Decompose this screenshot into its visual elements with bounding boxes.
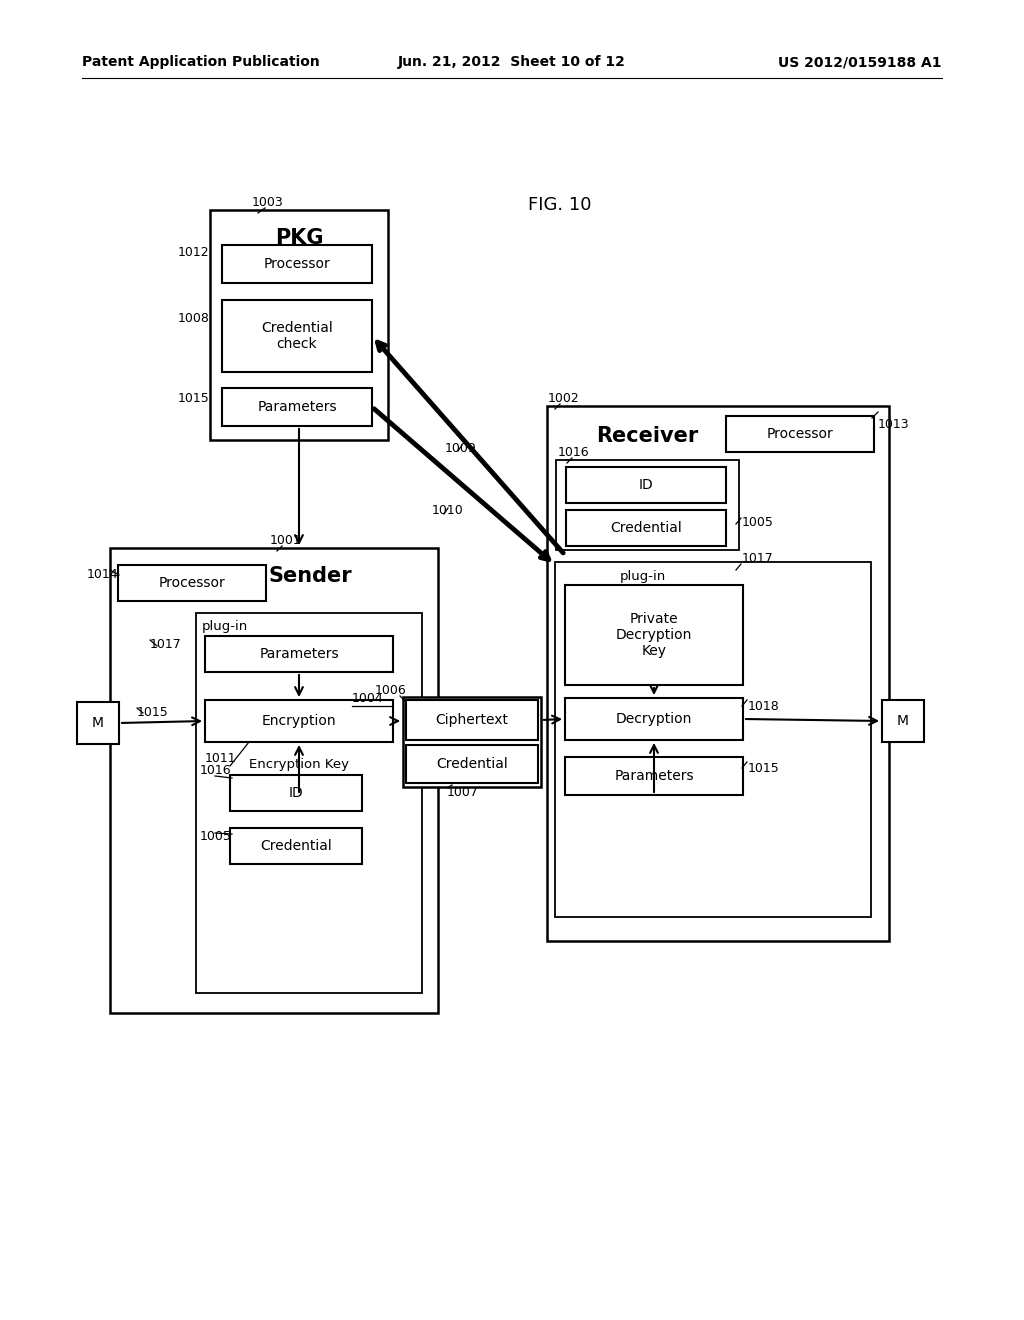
Text: 1003: 1003: [252, 195, 284, 209]
Text: plug-in: plug-in: [202, 620, 248, 634]
Text: Patent Application Publication: Patent Application Publication: [82, 55, 319, 69]
Bar: [882, 700, 924, 742]
Bar: [565, 585, 743, 685]
Bar: [566, 510, 726, 546]
Text: Decryption: Decryption: [615, 711, 692, 726]
Text: ID: ID: [639, 478, 653, 492]
Text: 1015: 1015: [748, 762, 779, 775]
Text: Parameters: Parameters: [259, 647, 339, 661]
Text: 1008: 1008: [178, 312, 210, 325]
Bar: [205, 700, 393, 742]
Bar: [556, 459, 739, 550]
Text: 1006: 1006: [375, 684, 407, 697]
Bar: [110, 548, 438, 1012]
Bar: [230, 775, 362, 810]
Text: Credential: Credential: [610, 521, 682, 535]
Text: 1017: 1017: [150, 639, 181, 652]
Bar: [406, 700, 538, 741]
Text: 1013: 1013: [878, 417, 909, 430]
Text: 1007: 1007: [447, 785, 479, 799]
Bar: [205, 636, 393, 672]
Text: 1018: 1018: [748, 701, 779, 714]
Text: 1014: 1014: [87, 569, 119, 582]
Bar: [230, 828, 362, 865]
Text: PKG: PKG: [274, 228, 324, 248]
Text: FIG. 10: FIG. 10: [528, 195, 592, 214]
Bar: [222, 300, 372, 372]
Text: Processor: Processor: [767, 426, 834, 441]
Bar: [196, 612, 422, 993]
Text: Sender: Sender: [268, 566, 352, 586]
Text: 1017: 1017: [742, 552, 774, 565]
Bar: [565, 698, 743, 741]
Text: 1005: 1005: [200, 830, 231, 843]
Text: Parameters: Parameters: [614, 770, 694, 783]
Text: Private
Decryption
Key: Private Decryption Key: [615, 611, 692, 659]
Bar: [726, 416, 874, 451]
Text: 1002: 1002: [548, 392, 580, 404]
Text: 1004: 1004: [352, 692, 384, 705]
Text: 1015: 1015: [178, 392, 210, 404]
Text: Parameters: Parameters: [257, 400, 337, 414]
Text: M: M: [92, 715, 104, 730]
Bar: [406, 744, 538, 783]
Text: 1010: 1010: [432, 503, 464, 516]
Bar: [222, 246, 372, 282]
Bar: [565, 756, 743, 795]
Text: Encryption: Encryption: [262, 714, 336, 729]
Text: 1016: 1016: [558, 446, 590, 459]
Text: Receiver: Receiver: [596, 426, 698, 446]
Text: Credential
check: Credential check: [261, 321, 333, 351]
Bar: [403, 697, 541, 787]
Bar: [547, 407, 889, 941]
Text: Processor: Processor: [159, 576, 225, 590]
Text: 1015: 1015: [137, 705, 169, 718]
Text: 1011: 1011: [205, 751, 237, 764]
Text: Ciphertext: Ciphertext: [435, 713, 509, 727]
Text: M: M: [897, 714, 909, 729]
Bar: [566, 467, 726, 503]
Text: Credential: Credential: [260, 840, 332, 853]
Bar: [555, 562, 871, 917]
Text: US 2012/0159188 A1: US 2012/0159188 A1: [778, 55, 942, 69]
Text: plug-in: plug-in: [620, 570, 667, 583]
Bar: [222, 388, 372, 426]
Text: Processor: Processor: [263, 257, 331, 271]
Bar: [210, 210, 388, 440]
Text: Credential: Credential: [436, 756, 508, 771]
Text: ID: ID: [289, 785, 303, 800]
Text: Jun. 21, 2012  Sheet 10 of 12: Jun. 21, 2012 Sheet 10 of 12: [398, 55, 626, 69]
Text: 1009: 1009: [445, 441, 477, 454]
Text: 1016: 1016: [200, 763, 231, 776]
Text: Encryption Key: Encryption Key: [249, 758, 349, 771]
Bar: [77, 702, 119, 744]
Bar: [118, 565, 266, 601]
Text: 1001: 1001: [270, 533, 302, 546]
Text: 1012: 1012: [178, 246, 210, 259]
Text: 1005: 1005: [742, 516, 774, 529]
